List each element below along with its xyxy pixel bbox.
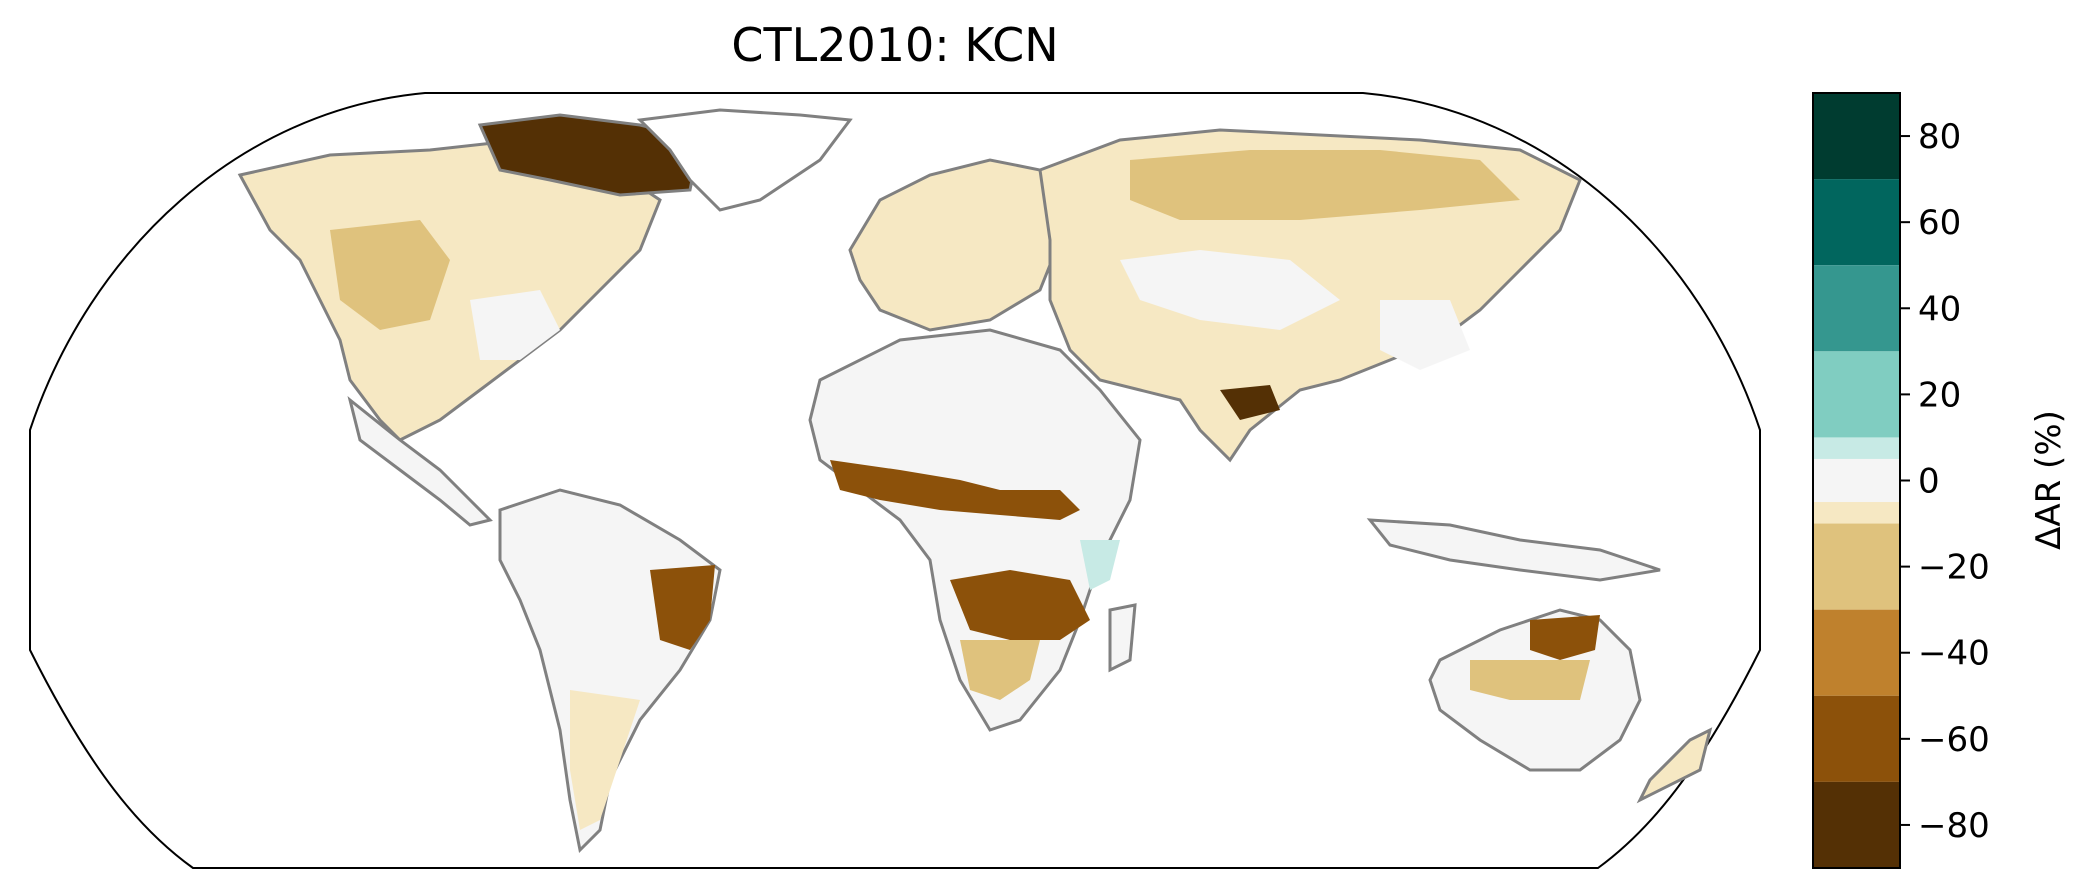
- region-canada-arctic: [477, 113, 702, 197]
- colorbar-bin: [1813, 609, 1900, 696]
- colorbar-bin: [1813, 179, 1900, 266]
- colorbar-tick-label: −20: [1918, 548, 1990, 588]
- landmass-new-zealand: [1636, 727, 1713, 804]
- colorbar-bin: [1813, 351, 1900, 438]
- region-east-africa-teal: [1080, 540, 1120, 590]
- region-brazil-east: [650, 565, 715, 650]
- colorbar-bin: [1813, 523, 1900, 610]
- colorbar-bin: [1813, 502, 1900, 524]
- colorbar-bin: [1813, 458, 1900, 503]
- world-map: [29, 92, 1761, 869]
- colorbar-tick-label: 40: [1918, 289, 1961, 329]
- colorbar-tick-label: 80: [1918, 117, 1961, 157]
- region-us-east: [470, 290, 560, 360]
- colorbar-tick-label: −80: [1918, 806, 1990, 846]
- region-central-africa-south: [950, 570, 1090, 640]
- map-title: CTL2010: KCN: [731, 18, 1059, 72]
- colorbar-ticks: 80 60 40 20 0 −20 −40 −60 −80: [1900, 117, 1990, 846]
- colorbar-bin: [1813, 93, 1900, 180]
- region-central-asia: [1120, 250, 1340, 330]
- colorbar: 80 60 40 20 0 −20 −40 −60 −80 ΔAR (%): [1812, 92, 2069, 869]
- colorbar-bin: [1813, 695, 1900, 782]
- region-southern-africa: [960, 640, 1040, 700]
- region-north-america-west: [330, 220, 450, 330]
- landmass-madagascar: [1108, 603, 1137, 673]
- colorbar-tick-label: 20: [1918, 375, 1961, 415]
- colorbar-tick-label: 60: [1918, 203, 1961, 243]
- colorbar-label: ΔAR (%): [2029, 410, 2069, 550]
- landmass-central-america: [347, 396, 493, 527]
- region-china-east: [1380, 300, 1470, 370]
- colorbar-tick-label: 0: [1918, 462, 1940, 502]
- landmass-indonesia: [1366, 518, 1661, 582]
- region-australia-north: [1530, 615, 1600, 660]
- region-south-america-south: [570, 690, 640, 830]
- landmass-greenland: [636, 108, 853, 212]
- colorbar-bin: [1813, 437, 1900, 459]
- colorbar-bin: [1813, 781, 1900, 868]
- region-australia-central: [1470, 660, 1590, 700]
- region-india-north: [1220, 385, 1280, 420]
- colorbar-tick-label: −40: [1918, 634, 1990, 674]
- colorbar-tick-label: −60: [1918, 720, 1990, 760]
- region-sahel-south: [830, 460, 1080, 520]
- colorbar-bin: [1813, 265, 1900, 352]
- region-siberia: [1130, 150, 1520, 220]
- colorbar-bins: [1813, 93, 1900, 868]
